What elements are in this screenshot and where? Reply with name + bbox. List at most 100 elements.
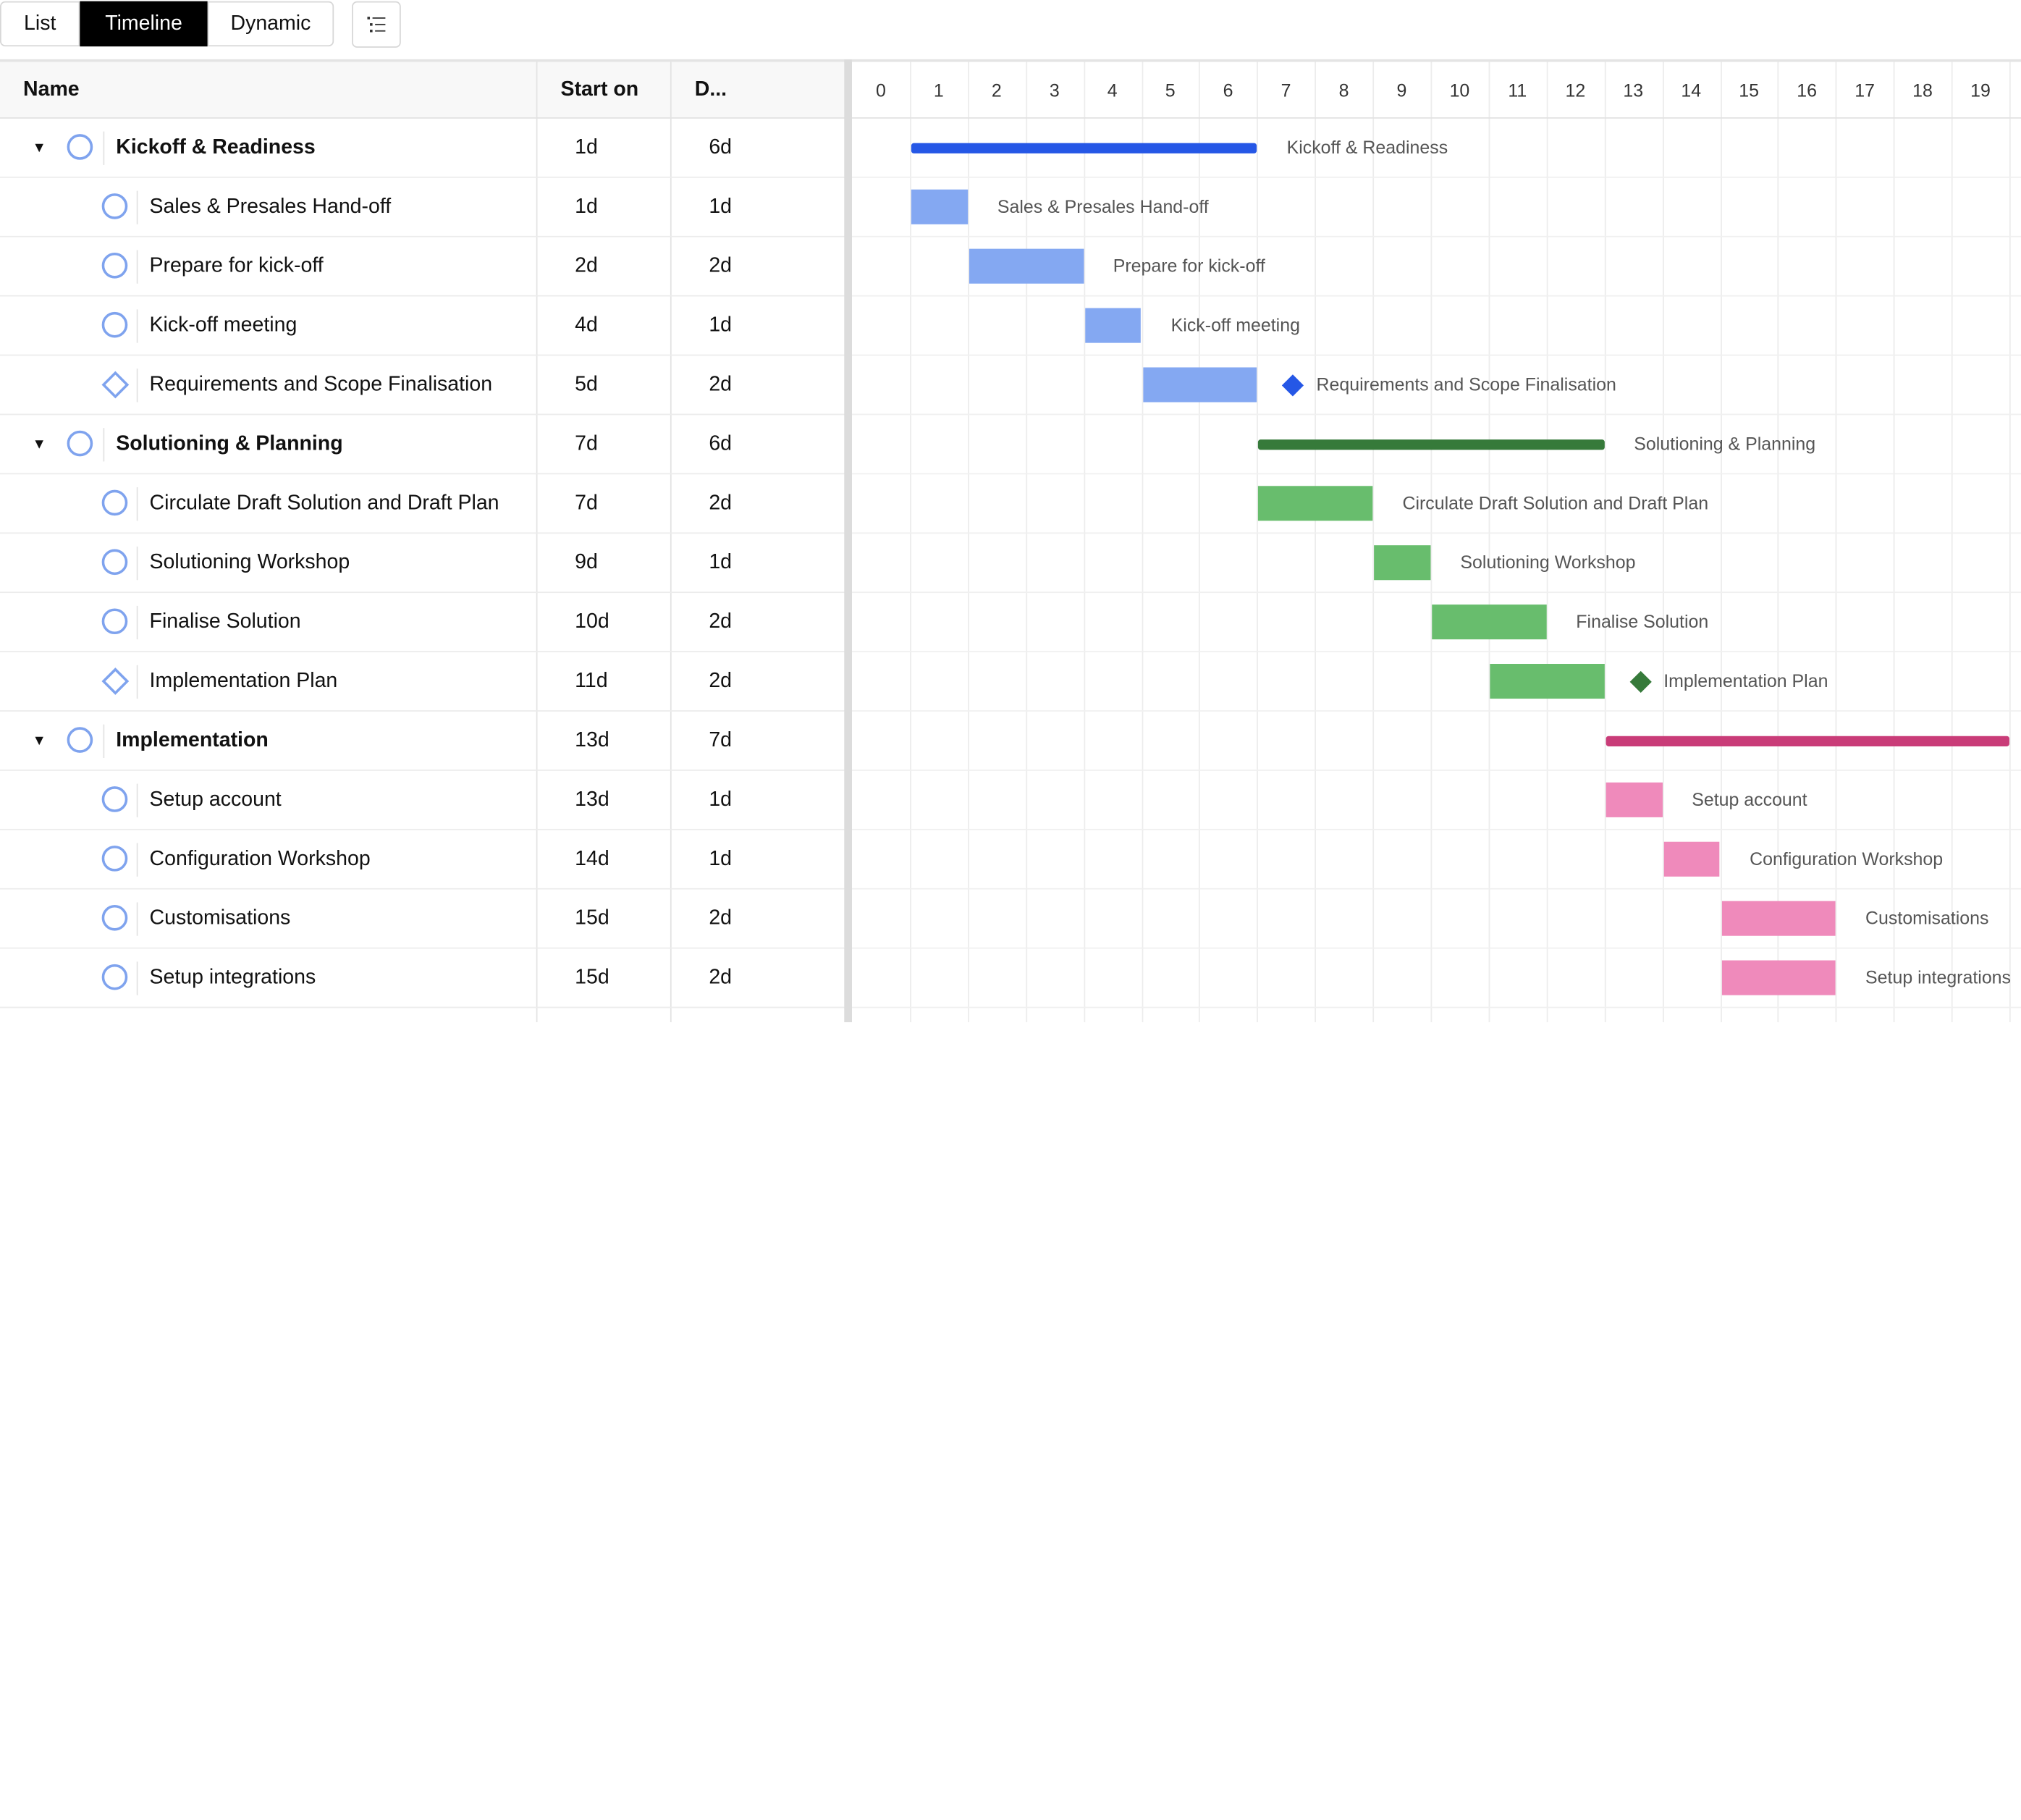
task-row[interactable]: Circulate Draft Solution and Draft Plan 7… <box>0 474 846 534</box>
task-name[interactable]: Setup account <box>149 788 282 811</box>
task-row[interactable]: Prepare for kick-off 2d 2d <box>0 237 846 297</box>
task-row[interactable]: Implementation Plan 11d 2d <box>0 652 846 712</box>
task-name[interactable]: Setup integrations <box>149 966 316 988</box>
milestone-diamond-icon[interactable] <box>1282 374 1304 397</box>
column-header-start[interactable]: Start on <box>560 78 639 101</box>
task-bar[interactable] <box>969 248 1084 284</box>
task-row[interactable]: Finalise Solution 10d 2d <box>0 593 846 652</box>
task-name[interactable]: Solutioning Workshop <box>149 551 350 573</box>
task-status-icon[interactable] <box>101 904 128 931</box>
duration-cell[interactable]: 1d <box>709 551 733 573</box>
task-row[interactable]: Setup integrations 15d 2d <box>0 949 846 1008</box>
task-status-icon[interactable] <box>67 727 93 753</box>
start-cell[interactable]: 1d <box>575 195 598 218</box>
tab-dynamic[interactable]: Dynamic <box>207 1 334 47</box>
task-status-icon[interactable] <box>101 964 128 990</box>
task-bar[interactable] <box>1084 308 1142 343</box>
task-name[interactable]: Kick-off meeting <box>149 313 298 336</box>
task-name[interactable]: Circulate Draft Solution and Draft Plan <box>149 492 499 514</box>
task-bar[interactable] <box>1142 367 1257 403</box>
task-bar[interactable] <box>1721 901 1836 936</box>
task-name[interactable]: Finalise Solution <box>149 610 301 633</box>
duration-cell[interactable]: 2d <box>709 966 733 988</box>
duration-cell[interactable]: 2d <box>709 906 733 929</box>
task-name[interactable]: Sales & Presales Hand-off <box>149 195 392 218</box>
start-cell[interactable]: 7d <box>575 432 598 455</box>
duration-cell[interactable]: 2d <box>709 610 733 633</box>
duration-cell[interactable]: 6d <box>709 432 733 455</box>
start-cell[interactable]: 15d <box>575 966 609 988</box>
duration-cell[interactable]: 2d <box>709 492 733 514</box>
task-name[interactable]: Implementation <box>116 728 269 751</box>
task-row[interactable]: Configuration Workshop 14d 1d <box>0 830 846 890</box>
task-row[interactable]: Setup account 13d 1d <box>0 771 846 830</box>
duration-cell[interactable]: 1d <box>709 195 733 218</box>
start-cell[interactable]: 13d <box>575 788 609 811</box>
collapse-caret-icon[interactable]: ▼ <box>32 436 46 452</box>
task-status-icon[interactable] <box>101 311 128 338</box>
summary-bar[interactable] <box>1606 736 2009 746</box>
start-cell[interactable]: 15d <box>575 906 609 929</box>
task-name[interactable]: Kickoff & Readiness <box>116 135 316 159</box>
task-row[interactable]: Kick-off meeting 4d 1d <box>0 297 846 356</box>
task-name[interactable]: Solutioning & Planning <box>116 432 343 455</box>
milestone-diamond-icon[interactable] <box>1629 670 1652 694</box>
duration-cell[interactable]: 1d <box>709 788 733 811</box>
task-name[interactable]: Requirements and Scope Finalisation <box>149 373 493 395</box>
task-bar[interactable] <box>1258 486 1373 521</box>
task-bar[interactable] <box>1374 545 1431 581</box>
splitter-handle[interactable] <box>844 59 852 1023</box>
task-name[interactable]: Configuration Workshop <box>149 847 371 870</box>
task-status-icon[interactable] <box>101 549 128 576</box>
collapse-caret-icon[interactable]: ▼ <box>32 140 46 156</box>
summary-row[interactable]: ▼ Implementation 13d 7d <box>0 712 846 771</box>
tab-list[interactable]: List <box>0 1 80 47</box>
task-bar[interactable] <box>1432 604 1547 640</box>
list-outline-button[interactable] <box>352 1 401 48</box>
summary-bar[interactable] <box>1258 439 1605 450</box>
task-status-icon[interactable] <box>101 193 128 219</box>
tab-timeline[interactable]: Timeline <box>80 1 208 47</box>
task-row[interactable]: Requirements and Scope Finalisation 5d 2d <box>0 355 846 416</box>
task-row[interactable]: Sales & Presales Hand-off 1d 1d <box>0 178 846 237</box>
task-bar[interactable] <box>1606 782 1663 817</box>
summary-row[interactable]: ▼ Kickoff & Readiness 1d 6d <box>0 119 846 178</box>
start-cell[interactable]: 9d <box>575 551 598 573</box>
task-name[interactable]: Implementation Plan <box>149 670 338 692</box>
summary-bar[interactable] <box>911 143 1257 153</box>
summary-row[interactable]: ▼ Solutioning & Planning 7d 6d <box>0 415 846 475</box>
task-status-icon[interactable] <box>101 786 128 812</box>
start-cell[interactable]: 4d <box>575 313 598 336</box>
start-cell[interactable]: 2d <box>575 254 598 277</box>
duration-cell[interactable]: 2d <box>709 373 733 395</box>
start-cell[interactable]: 13d <box>575 728 609 751</box>
start-cell[interactable]: 7d <box>575 492 598 514</box>
start-cell[interactable]: 1d <box>575 135 598 159</box>
column-header-name[interactable]: Name <box>23 78 80 101</box>
start-cell[interactable]: 14d <box>575 847 609 870</box>
task-status-icon[interactable] <box>101 489 128 516</box>
start-cell[interactable]: 10d <box>575 610 609 633</box>
task-name[interactable]: Customisations <box>149 906 291 929</box>
milestone-status-icon[interactable] <box>101 667 130 695</box>
start-cell[interactable]: 5d <box>575 373 598 395</box>
task-status-icon[interactable] <box>67 134 93 160</box>
milestone-status-icon[interactable] <box>101 371 130 399</box>
duration-cell[interactable]: 7d <box>709 728 733 751</box>
duration-cell[interactable]: 1d <box>709 313 733 336</box>
task-row[interactable]: Solutioning Workshop 9d 1d <box>0 534 846 594</box>
task-bar[interactable] <box>911 189 968 224</box>
duration-cell[interactable]: 2d <box>709 254 733 277</box>
duration-cell[interactable]: 1d <box>709 847 733 870</box>
start-cell[interactable]: 11d <box>575 670 608 692</box>
task-status-icon[interactable] <box>67 430 93 457</box>
task-bar[interactable] <box>1490 664 1605 699</box>
collapse-caret-icon[interactable]: ▼ <box>32 733 46 749</box>
duration-cell[interactable]: 2d <box>709 670 733 692</box>
task-row[interactable]: Customisations 15d 2d <box>0 890 846 949</box>
column-header-duration[interactable]: D... <box>694 78 727 101</box>
task-name[interactable]: Prepare for kick-off <box>149 254 324 277</box>
task-bar[interactable] <box>1721 960 1836 995</box>
task-status-icon[interactable] <box>101 608 128 635</box>
task-status-icon[interactable] <box>101 846 128 872</box>
